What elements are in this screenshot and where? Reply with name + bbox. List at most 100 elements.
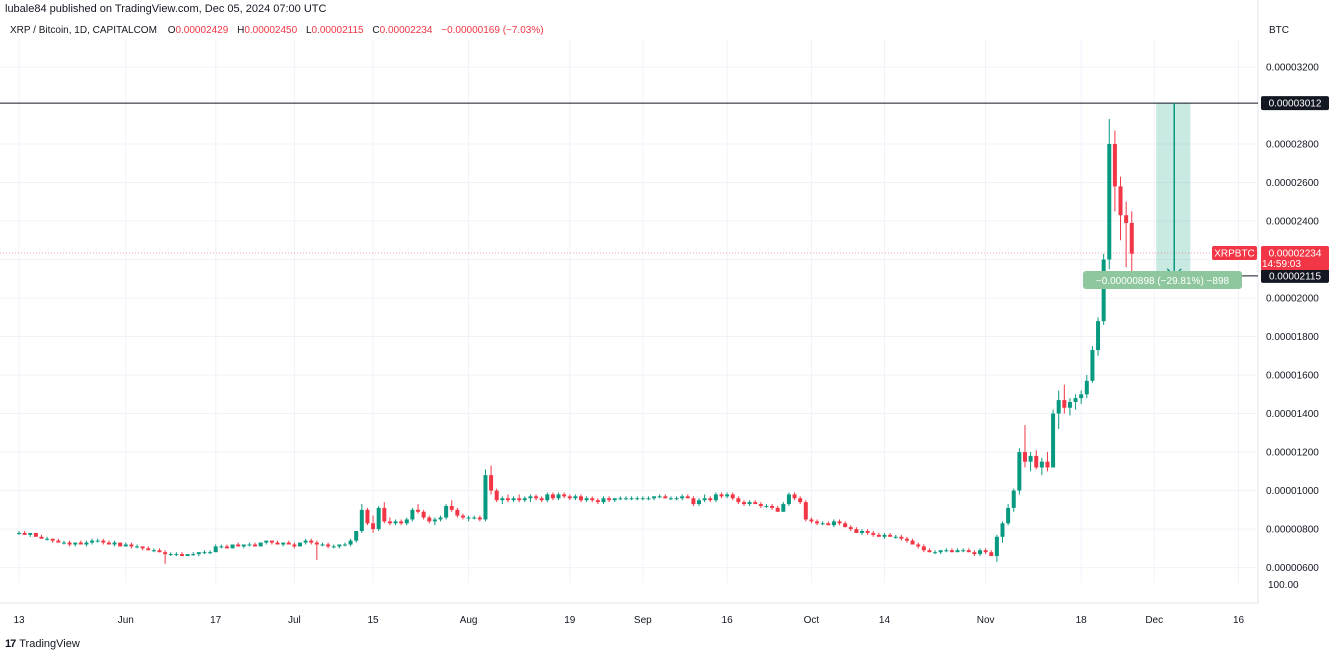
candle-down [179,554,184,557]
candle-up [472,517,477,519]
candle-up [725,494,730,497]
candle-up [933,552,938,554]
candle-up [45,538,50,540]
candle-up [298,542,302,547]
close-value: 0.00002234 [379,25,433,36]
candle-up [652,496,657,499]
candle-down [910,540,915,545]
candle-down [163,552,168,555]
candle-up [168,554,173,556]
y-tick-label: 0.00002800 [1266,139,1319,150]
x-tick-label: Jun [118,615,134,626]
candle-up [337,544,342,547]
candle-up [635,498,640,500]
candle-down [550,494,555,499]
change-value: −0.00000169 (−7.03%) [441,25,544,36]
candle-up [674,498,679,500]
candle-up [247,544,252,546]
candle-up [342,544,347,546]
candle-down [286,542,291,545]
candle-up [697,500,702,505]
candle-down [904,538,909,541]
candle-up [196,552,201,555]
candle-up [702,498,707,501]
price-tag-target-text: 0.00002115 [1269,271,1322,282]
candle-down [39,536,44,539]
y-tick-label: 0.00000800 [1266,525,1319,536]
x-tick-label: Jul [288,615,301,626]
candle-up [61,542,66,544]
candle-down [753,502,758,505]
candle-up [1073,398,1078,402]
candle-down [843,523,848,528]
candle-up [348,540,353,545]
candle-up [961,550,966,552]
candle-down [292,544,297,547]
candle-down [146,548,151,551]
candle-up [208,552,213,554]
x-tick-label: 15 [367,615,379,626]
candle-up [483,475,488,520]
candle-up [556,494,561,499]
candle-up [258,542,263,547]
y-tick-label: 0.00002600 [1266,178,1319,189]
candle-up [713,494,718,501]
candle-up [668,498,673,500]
candle-down [460,515,465,518]
candle-down [927,550,932,553]
candle-up [410,509,415,520]
candle-down [129,544,134,547]
candle-down [803,502,808,520]
y-tick-label: 0.00002000 [1266,294,1319,305]
x-tick-label: Dec [1145,615,1163,626]
candle-down [50,538,55,541]
candle-down [719,494,724,497]
candle-up [1084,380,1089,395]
candle-down [876,534,881,537]
candle-down [758,504,763,506]
candle-up [1090,350,1095,381]
candle-down [539,498,544,501]
candle-down [1118,186,1123,216]
candle-up [90,540,95,543]
candle-down [365,509,370,524]
candle-up [185,554,190,557]
low-value: 0.00002115 [311,25,364,36]
candle-up [938,550,943,553]
last-price-tag [1261,245,1329,270]
candle-down [916,544,921,547]
candle-down [595,500,600,503]
candle-down [815,521,820,524]
candle-up [1096,321,1101,351]
candle-down [1022,452,1027,462]
candle-down [275,542,280,545]
candle-down [326,544,331,547]
candle-down [314,542,319,545]
candle-down [848,527,853,530]
candle-up [191,554,196,556]
close-label: C [372,25,380,36]
candle-down [387,521,392,524]
candle-down [741,502,746,505]
candle-down [1034,455,1039,468]
candle-down [534,496,539,499]
candle-up [955,550,960,553]
candle-up [376,507,381,530]
candle-down [1129,222,1134,254]
candle-down [427,517,432,522]
candle-up [612,498,617,501]
candle-down [871,532,876,535]
candle-up [354,531,359,541]
low-label: L [305,25,312,36]
high-label: H [237,25,245,36]
candle-up [1101,259,1106,322]
candle-up [264,540,269,543]
short-position-zone [1156,103,1191,276]
tradingview-logo-text: TradingView [19,638,80,650]
candle-up [213,546,218,553]
x-tick-label: Sep [634,615,652,626]
x-tick-label: 13 [13,615,25,626]
candle-up [882,534,887,537]
candle-down [567,496,572,499]
